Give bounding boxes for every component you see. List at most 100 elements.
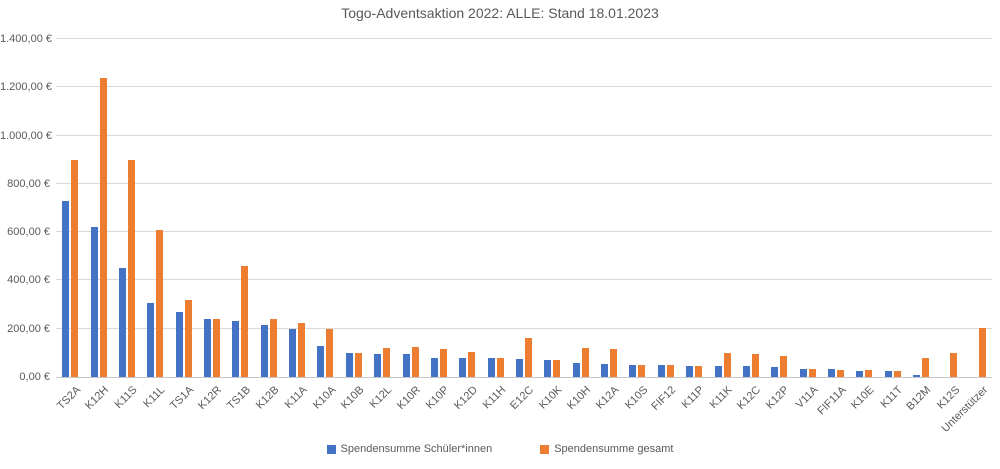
bar-schueler (260, 325, 268, 377)
bar-schueler (572, 362, 580, 377)
bar-gesamt (837, 369, 844, 377)
bar-gesamt (610, 349, 618, 377)
bar-group (345, 39, 362, 377)
bar-schueler (289, 328, 297, 377)
x-category-label: B12M (904, 384, 934, 413)
bar-group (317, 39, 334, 377)
x-category-label: K11A (282, 384, 310, 411)
x-category-label: K12R (196, 384, 225, 412)
x-category-label: TS1A (168, 384, 197, 412)
bar-schueler (487, 357, 495, 377)
bar-gesamt (638, 364, 646, 377)
bar-group (430, 39, 447, 377)
x-category-label: K12A (594, 384, 622, 412)
gridline (56, 327, 992, 329)
bar-group (90, 39, 107, 377)
x-category-label: K11L (141, 384, 168, 411)
bar-gesamt (439, 349, 447, 377)
bar-schueler (601, 363, 609, 377)
legend-swatch-icon (326, 444, 336, 454)
x-category-label: K10P (423, 384, 452, 412)
x-category-label: TS1B (224, 384, 253, 412)
bar-schueler (62, 200, 70, 377)
bar-gesamt (780, 356, 788, 377)
bar-schueler (516, 358, 523, 377)
bar-schueler (657, 364, 665, 377)
bar-group (601, 39, 618, 377)
x-category-label: K12D (451, 384, 480, 412)
x-category-label: K12L (368, 384, 395, 411)
bar-gesamt (922, 357, 930, 377)
bar-gesamt (553, 360, 561, 377)
bar-gesamt (950, 352, 958, 377)
legend-label: Spendensumme Schüler*innen (340, 443, 493, 455)
x-category-label: K10S (622, 384, 650, 412)
x-category-label: K10H (565, 384, 594, 412)
bar-group (799, 39, 816, 377)
gridline (56, 86, 992, 88)
bar-schueler (856, 370, 864, 377)
bar-gesamt (525, 338, 532, 377)
bar-group (232, 39, 249, 377)
x-category-label: TS2A (54, 384, 83, 412)
bar-gesamt (723, 352, 731, 377)
bar-schueler (629, 364, 637, 377)
x-category-label: K11S (112, 384, 140, 411)
bar-group (970, 39, 986, 377)
bar-gesamt (71, 159, 79, 377)
plot-area (56, 38, 992, 378)
gridline (56, 134, 992, 136)
bar-group (742, 39, 759, 377)
x-category-label: E12C (508, 384, 537, 412)
bar-group (175, 39, 192, 377)
bar-gesamt (383, 348, 391, 377)
bar-schueler (828, 368, 835, 377)
bar-schueler (714, 366, 722, 377)
bar-schueler (544, 360, 552, 377)
bar-schueler (345, 352, 353, 377)
bar-gesamt (808, 368, 816, 377)
x-category-label: K11H (480, 384, 509, 412)
bar-group (260, 39, 277, 377)
x-category-label: K11P (679, 384, 707, 411)
bar-schueler (430, 357, 438, 377)
bar-schueler (175, 311, 183, 377)
bar-group (516, 39, 532, 377)
x-category-label: K10E (849, 384, 877, 412)
bar-gesamt (751, 354, 759, 377)
bar-gesamt (666, 364, 674, 377)
bar-group (402, 39, 419, 377)
x-category-label: K12P (764, 384, 792, 412)
x-category-label: FIF12 (649, 384, 679, 413)
bar-group (771, 39, 788, 377)
bar-group (856, 39, 873, 377)
bar-schueler (459, 357, 467, 377)
bar-gesamt (156, 229, 164, 377)
x-category-label: K10A (310, 384, 338, 412)
x-category-label: K12C (735, 384, 764, 412)
bar-group (572, 39, 589, 377)
bar-group (62, 39, 79, 377)
bar-group (686, 39, 703, 377)
x-category-label: FIF11A (815, 384, 849, 418)
y-tick-label: 1.200,00 € (0, 81, 52, 94)
gridline (56, 38, 992, 39)
bar-group (629, 39, 646, 377)
bar-group (289, 39, 306, 377)
bar-gesamt (695, 366, 703, 377)
x-axis: TS2A K12H K11S K11L TS1A K12R TS1B K12B K11A K10A… (54, 380, 992, 442)
x-category-label: K11K (708, 384, 736, 411)
bar-schueler (884, 370, 892, 377)
bar-schueler (374, 354, 382, 377)
bar-group (657, 39, 674, 377)
bar-group (828, 39, 844, 377)
bar-gesamt (354, 352, 362, 377)
x-category-label: K10R (395, 384, 424, 412)
bar-schueler (799, 368, 807, 377)
bar-schueler (232, 321, 240, 377)
bar-group (459, 39, 476, 377)
bar-group (544, 39, 561, 377)
x-category-label: K11T (878, 384, 906, 411)
bar-group (147, 39, 164, 377)
